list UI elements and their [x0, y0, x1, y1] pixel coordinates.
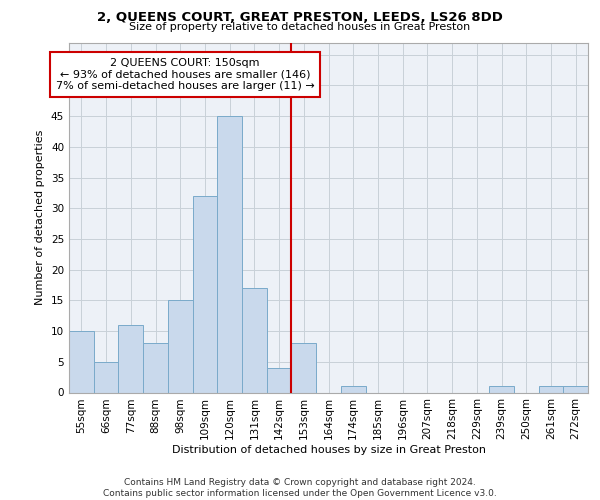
Text: Contains HM Land Registry data © Crown copyright and database right 2024.
Contai: Contains HM Land Registry data © Crown c… [103, 478, 497, 498]
Bar [242, 288, 267, 393]
Bar [539, 386, 563, 392]
Bar [563, 386, 588, 392]
Bar [69, 331, 94, 392]
Text: 2, QUEENS COURT, GREAT PRESTON, LEEDS, LS26 8DD: 2, QUEENS COURT, GREAT PRESTON, LEEDS, L… [97, 11, 503, 24]
Bar [193, 196, 217, 392]
Y-axis label: Number of detached properties: Number of detached properties [35, 130, 46, 305]
Bar [292, 344, 316, 392]
Bar [267, 368, 292, 392]
X-axis label: Distribution of detached houses by size in Great Preston: Distribution of detached houses by size … [172, 445, 485, 455]
Bar [94, 362, 118, 392]
Text: Size of property relative to detached houses in Great Preston: Size of property relative to detached ho… [130, 22, 470, 32]
Text: 2 QUEENS COURT: 150sqm
← 93% of detached houses are smaller (146)
7% of semi-det: 2 QUEENS COURT: 150sqm ← 93% of detached… [56, 58, 314, 91]
Bar [118, 325, 143, 392]
Bar [168, 300, 193, 392]
Bar [143, 344, 168, 392]
Bar [489, 386, 514, 392]
Bar [341, 386, 365, 392]
Bar [217, 116, 242, 392]
